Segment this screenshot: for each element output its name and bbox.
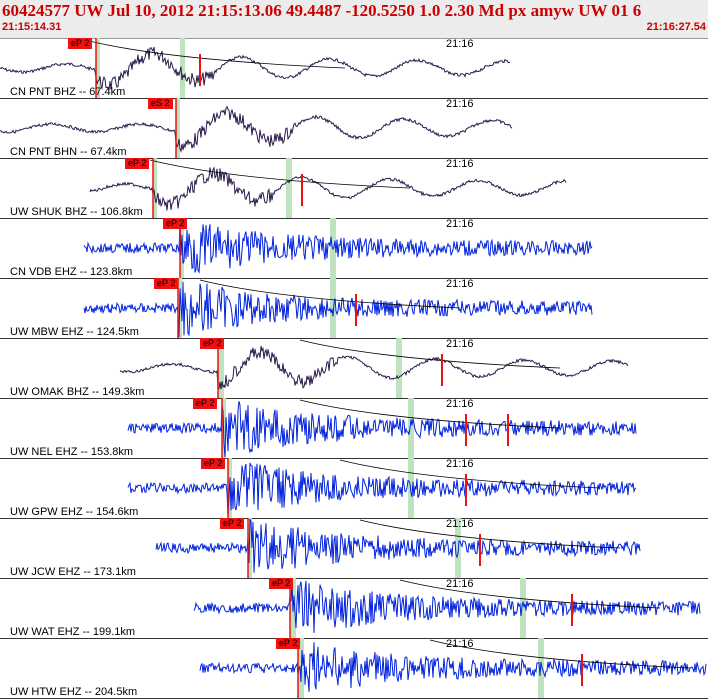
channel-panel[interactable]: eP 2 21:16 CN PNT BHZ -- 67.4km — [0, 38, 708, 99]
coda-curve — [149, 159, 411, 189]
time-mark: 21:16 — [446, 338, 474, 350]
time-window-marker — [408, 458, 414, 518]
time-mark: 21:16 — [446, 158, 474, 170]
coda-curve — [299, 399, 561, 429]
waveform-line — [119, 345, 629, 390]
waveform-line — [155, 518, 641, 573]
phase-pick-marker[interactable]: eP 2 — [193, 398, 218, 409]
coda-curve — [339, 459, 601, 489]
waveform-line — [193, 580, 701, 633]
time-mark: 21:16 — [446, 98, 474, 110]
channel-label: CN PNT BHZ -- 67.4km — [10, 86, 126, 98]
waveform-line — [0, 105, 513, 154]
waveform-line — [89, 166, 567, 211]
seismogram-panels: eP 2 21:16 CN PNT BHZ -- 67.4km eS 2 21:… — [0, 38, 708, 699]
time-mark: 21:16 — [446, 458, 474, 470]
coda-curve — [359, 519, 621, 549]
channel-label: UW GPW EHZ -- 154.6km — [10, 506, 139, 518]
coda-curve — [199, 279, 461, 309]
channel-panel[interactable]: eP 2 21:16 UW WAT EHZ -- 199.1km — [0, 578, 708, 639]
phase-pick-marker[interactable]: eP 2 — [276, 638, 301, 649]
channel-panel[interactable]: eP 2 21:16 UW HTW EHZ -- 204.5km — [0, 638, 708, 699]
channel-label: UW OMAK BHZ -- 149.3km — [10, 386, 145, 398]
time-window-marker — [153, 158, 157, 218]
event-title: 60424577 UW Jul 10, 2012 21:15:13.06 49.… — [2, 1, 642, 20]
channel-panel[interactable]: eP 2 21:16 UW GPW EHZ -- 154.6km — [0, 458, 708, 519]
waveform-line — [83, 220, 593, 274]
coda-curve — [84, 39, 346, 69]
waveform-line — [199, 642, 707, 692]
waveform-trace — [127, 398, 637, 458]
time-window-marker — [408, 398, 414, 458]
event-header: 60424577 UW Jul 10, 2012 21:15:13.06 49.… — [0, 0, 708, 39]
time-mark: 21:16 — [446, 518, 474, 530]
waveform-trace — [89, 158, 567, 218]
coda-curve — [399, 579, 661, 609]
waveform-line — [83, 281, 593, 338]
time-window-marker — [520, 578, 526, 638]
time-mark: 21:16 — [446, 38, 474, 50]
coda-curve — [299, 339, 561, 369]
waveform-trace — [0, 38, 511, 98]
channel-label: UW JCW EHZ -- 173.1km — [10, 566, 136, 578]
waveform-line — [127, 462, 637, 517]
channel-label: CN PNT BHN -- 67.4km — [10, 146, 127, 158]
channel-panel[interactable]: eP 2 21:16 UW JCW EHZ -- 173.1km — [0, 518, 708, 579]
time-mark: 21:16 — [446, 278, 474, 290]
time-window-marker — [96, 38, 100, 98]
waveform-trace — [199, 638, 707, 698]
phase-pick-marker[interactable]: eP 2 — [163, 218, 188, 229]
channel-label: UW NEL EHZ -- 153.8km — [10, 446, 134, 458]
waveform-trace — [0, 98, 513, 158]
phase-pick-marker[interactable]: eP 2 — [201, 458, 226, 469]
phase-pick-marker[interactable]: eP 2 — [220, 518, 245, 529]
time-mark: 21:16 — [446, 638, 474, 650]
waveform-line — [127, 401, 637, 458]
phase-pick-marker[interactable]: eP 2 — [154, 278, 179, 289]
time-window-marker — [330, 278, 336, 338]
waveform-line — [0, 46, 511, 91]
channel-label: UW WAT EHZ -- 199.1km — [10, 626, 136, 638]
time-mark: 21:16 — [446, 578, 474, 590]
phase-pick-marker[interactable]: eP 2 — [200, 338, 225, 349]
channel-panel[interactable]: eS 2 21:16 CN PNT BHN -- 67.4km — [0, 98, 708, 159]
waveform-trace — [127, 458, 637, 518]
channel-panel[interactable]: eP 2 21:16 UW SHUK BHZ -- 106.8km — [0, 158, 708, 219]
window-end-time: 21:16:27.54 — [646, 21, 706, 33]
channel-panel[interactable]: eP 2 21:16 UW NEL EHZ -- 153.8km — [0, 398, 708, 459]
channel-label: UW HTW EHZ -- 204.5km — [10, 686, 138, 698]
time-window-marker — [218, 338, 224, 398]
time-window-marker — [248, 518, 252, 578]
channel-label: UW MBW EHZ -- 124.5km — [10, 326, 139, 338]
phase-pick-marker[interactable]: eP 2 — [269, 578, 294, 589]
waveform-trace — [193, 578, 701, 638]
phase-pick-marker[interactable]: eP 2 — [125, 158, 150, 169]
waveform-trace — [155, 518, 641, 578]
channel-label: CN VDB EHZ -- 123.8km — [10, 266, 133, 278]
time-window-marker — [180, 38, 185, 98]
time-window-marker — [396, 338, 402, 398]
time-mark: 21:16 — [446, 218, 474, 230]
time-mark: 21:16 — [446, 398, 474, 410]
channel-panel[interactable]: eP 2 21:16 UW OMAK BHZ -- 149.3km — [0, 338, 708, 399]
phase-pick-marker[interactable]: eP 2 — [68, 38, 93, 49]
time-window-marker — [176, 98, 180, 158]
channel-panel[interactable]: eP 2 21:16 CN VDB EHZ -- 123.8km — [0, 218, 708, 279]
time-window-marker — [286, 158, 292, 218]
phase-pick-marker[interactable]: eS 2 — [148, 98, 173, 109]
channel-label: UW SHUK BHZ -- 106.8km — [10, 206, 143, 218]
coda-curve — [429, 639, 691, 669]
channel-panel[interactable]: eP 2 21:16 UW MBW EHZ -- 124.5km — [0, 278, 708, 339]
window-start-time: 21:15:14.31 — [2, 21, 62, 33]
